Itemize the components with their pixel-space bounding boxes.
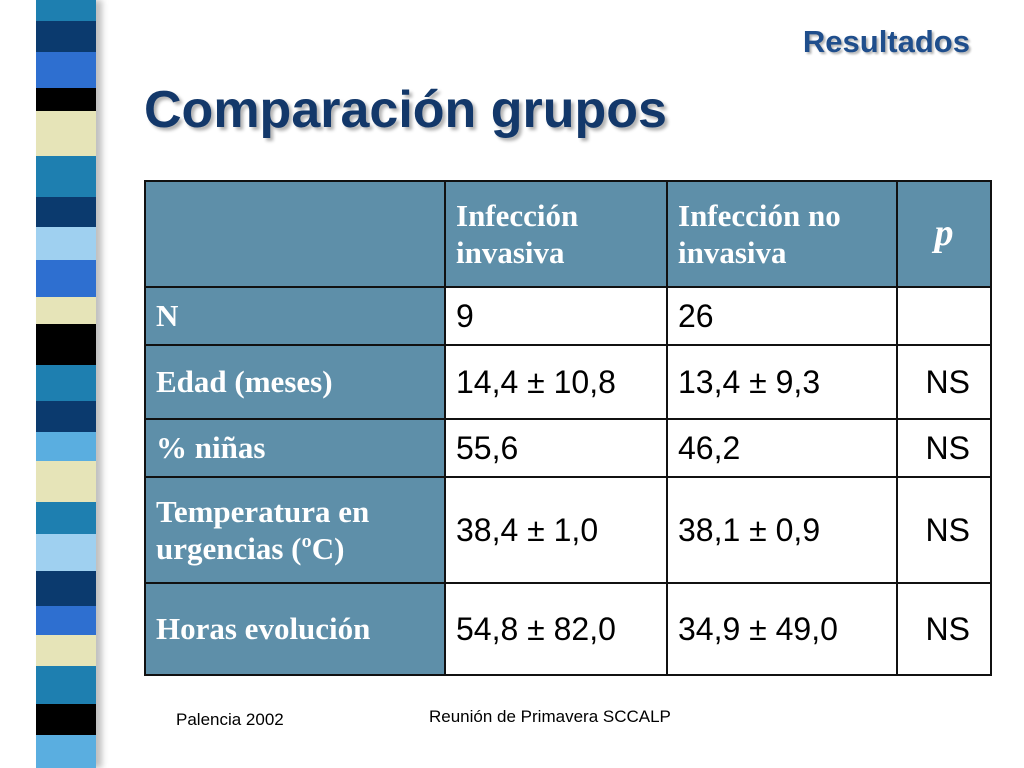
cell-p: NS bbox=[896, 344, 992, 420]
table-row: N 9 26 bbox=[144, 286, 992, 346]
cell-p bbox=[896, 286, 992, 346]
cell-no-invasiva: 26 bbox=[666, 286, 898, 346]
cell-p: NS bbox=[896, 418, 992, 478]
strip-blocks bbox=[36, 0, 96, 768]
table-row: Horas evolución 54,8 ± 82,0 34,9 ± 49,0 … bbox=[144, 582, 992, 676]
table-row: Temperatura en urgencias (ºC) 38,4 ± 1,0… bbox=[144, 476, 992, 584]
cell-invasiva: 38,4 ± 1,0 bbox=[444, 476, 668, 584]
decorative-side-strip bbox=[0, 0, 100, 768]
cell-no-invasiva: 34,9 ± 49,0 bbox=[666, 582, 898, 676]
cell-no-invasiva: 38,1 ± 0,9 bbox=[666, 476, 898, 584]
row-label: % niñas bbox=[144, 418, 446, 478]
cell-invasiva: 14,4 ± 10,8 bbox=[444, 344, 668, 420]
cell-invasiva: 54,8 ± 82,0 bbox=[444, 582, 668, 676]
cell-invasiva: 55,6 bbox=[444, 418, 668, 478]
cell-p: NS bbox=[896, 476, 992, 584]
page-title: Comparación grupos bbox=[144, 81, 667, 139]
cell-p: NS bbox=[896, 582, 992, 676]
row-label: Edad (meses) bbox=[144, 344, 446, 420]
row-label: Temperatura en urgencias (ºC) bbox=[144, 476, 446, 584]
section-label: Resultados bbox=[802, 24, 970, 59]
cell-no-invasiva: 13,4 ± 9,3 bbox=[666, 344, 898, 420]
header-infeccion-no-invasiva: Infección no invasiva bbox=[666, 180, 898, 288]
cell-invasiva: 9 bbox=[444, 286, 668, 346]
row-label: Horas evolución bbox=[144, 582, 446, 676]
cell-no-invasiva: 46,2 bbox=[666, 418, 898, 478]
results-table: Infección invasiva Infección no invasiva… bbox=[144, 180, 992, 676]
table-row: Edad (meses) 14,4 ± 10,8 13,4 ± 9,3 NS bbox=[144, 344, 992, 420]
header-p: p bbox=[896, 180, 992, 288]
footer-meeting: Reunión de Primavera SCCALP bbox=[429, 707, 671, 726]
footer-location: Palencia 2002 bbox=[176, 710, 284, 729]
table-row: % niñas 55,6 46,2 NS bbox=[144, 418, 992, 478]
header-empty bbox=[144, 180, 446, 288]
row-label: N bbox=[144, 286, 446, 346]
table-header-row: Infección invasiva Infección no invasiva… bbox=[144, 180, 992, 288]
header-infeccion-invasiva: Infección invasiva bbox=[444, 180, 668, 288]
